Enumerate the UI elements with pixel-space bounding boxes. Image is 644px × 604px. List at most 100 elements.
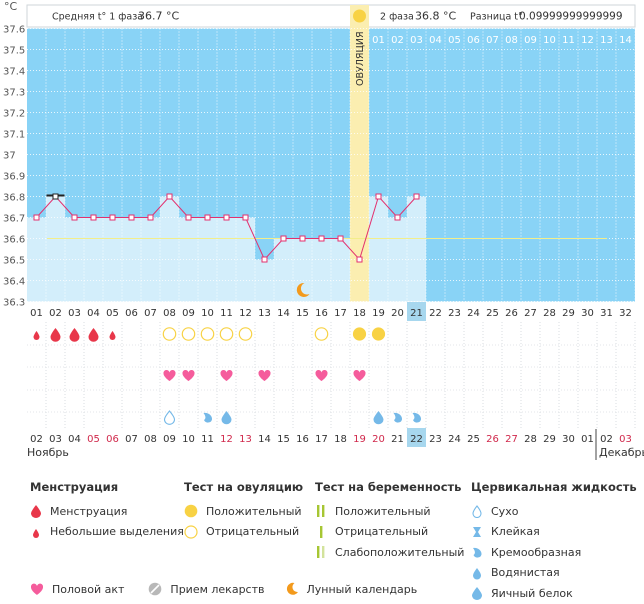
- cycle-day-label: 15: [296, 308, 309, 319]
- calendar-date-label: 24: [448, 434, 461, 445]
- y-tick-label: 36.4: [3, 277, 25, 288]
- diff-label: Разница t°: [470, 12, 523, 23]
- legend-label: Водянистая: [491, 566, 560, 580]
- cycle-day-label: 23: [448, 308, 461, 319]
- ovulation-test-negative: [162, 327, 177, 341]
- cycle-day-label: 19: [372, 308, 385, 319]
- legend-bottom: Половой акт Прием лекарств Лунный календ…: [30, 579, 417, 600]
- intercourse-heart: [258, 369, 271, 381]
- calendar-date-label: 22: [410, 434, 423, 445]
- ovulation-test-negative: [314, 327, 329, 341]
- pregnancy-positive-icon: [317, 505, 325, 518]
- phase2-day-label: 06: [467, 35, 480, 46]
- creamy-drop-icon: [473, 548, 482, 558]
- y-tick-label: 37.5: [3, 46, 25, 57]
- temperature-point: [394, 214, 401, 221]
- legend-ovulation-test: Тест на овуляцию Положительный Отрицател…: [184, 480, 303, 542]
- cycle-day-label: 17: [334, 308, 347, 319]
- y-tick-label: 36.6: [3, 235, 25, 246]
- header-bar: [26, 4, 636, 28]
- legend-label: Отрицательный: [206, 525, 300, 539]
- intercourse-heart: [353, 369, 366, 381]
- moon-icon: [286, 583, 298, 596]
- temperature-bar: [369, 196, 388, 302]
- calendar-date-label: 07: [125, 434, 138, 445]
- cycle-day-label: 32: [619, 308, 632, 319]
- intercourse-heart: [220, 369, 233, 381]
- cycle-day-label: 07: [144, 308, 157, 319]
- calendar-date-label: 12: [220, 434, 233, 445]
- temperature-point: [128, 214, 135, 221]
- legend-label: Небольшие выделения: [50, 525, 184, 539]
- cycle-day-label: 16: [315, 308, 328, 319]
- phase2-day-label: 04: [429, 35, 442, 46]
- phase1-value: 36.7 °C: [138, 10, 179, 23]
- calendar-date-label: 20: [372, 434, 385, 445]
- temperature-point: [375, 193, 382, 200]
- legend-label: Клейкая: [491, 525, 540, 539]
- legend-label: Слабоположительный: [335, 545, 465, 559]
- legend-title: Менструация: [30, 480, 119, 494]
- temperature-point: [204, 214, 211, 221]
- phase2-day-label: 01: [372, 35, 385, 46]
- today-highlight: [407, 302, 426, 321]
- cycle-day-label: 26: [505, 308, 518, 319]
- cycle-day-label: 29: [562, 308, 575, 319]
- legend-label: Сухо: [491, 504, 519, 518]
- legend-label: Отрицательный: [335, 525, 429, 539]
- pregnancy-negative-icon: [320, 525, 323, 538]
- temperature-point: [318, 235, 325, 242]
- temperature-point: [280, 235, 287, 242]
- cycle-day-label: 10: [201, 308, 214, 319]
- intercourse-heart: [315, 369, 328, 381]
- positive-test-icon: [184, 504, 198, 518]
- calendar-date-label: 23: [429, 434, 442, 445]
- phase2-day-label: 07: [486, 35, 499, 46]
- temperature-bar: [46, 196, 65, 302]
- temperature-point: [33, 214, 40, 221]
- y-tick-label: 37.4: [3, 67, 25, 78]
- cervical-egg-white-drop: [373, 411, 384, 425]
- calendar-date-label: 08: [144, 434, 157, 445]
- calendar-date-label: 17: [315, 434, 328, 445]
- menstruation-light-drop: [109, 331, 116, 340]
- temperature-point: [71, 214, 78, 221]
- y-tick-label: 37.2: [3, 109, 25, 120]
- phase2-day-label: 12: [581, 35, 594, 46]
- menstruation-drop: [69, 328, 80, 342]
- y-tick-label: 37.3: [3, 88, 25, 99]
- ovulation-column: [350, 5, 369, 302]
- temperature-bar: [274, 238, 293, 302]
- ovulation-test-negative: [200, 327, 215, 341]
- phase2-day-label: 05: [448, 35, 461, 46]
- diff-value: 0.09999999999999: [519, 11, 623, 23]
- dry-drop-icon: [472, 505, 482, 519]
- legend-label: Прием лекарств: [170, 582, 265, 596]
- cycle-day-label: 05: [106, 308, 119, 319]
- heart-icon: [30, 583, 44, 595]
- y-tick-label: 37.6: [3, 25, 25, 36]
- calendar-date-label: 04: [68, 434, 81, 445]
- legend-title: Цервикальная жидкость: [471, 480, 637, 494]
- temperature-bar: [160, 196, 179, 302]
- egg-white-drop-icon: [472, 587, 482, 601]
- temperature-bar: [312, 238, 331, 302]
- temperature-point: [223, 214, 230, 221]
- cycle-day-label: 02: [49, 308, 62, 319]
- menstruation-drop: [50, 328, 61, 342]
- today-date-highlight: [407, 428, 426, 447]
- calendar-date-label: 15: [277, 434, 290, 445]
- temperature-point: [52, 193, 59, 200]
- cycle-day-label: 04: [87, 308, 100, 319]
- ovulation-test-negative: [238, 327, 253, 341]
- cycle-day-label: 25: [486, 308, 499, 319]
- temperature-point: [109, 214, 116, 221]
- calendar-date-label: 19: [353, 434, 366, 445]
- calendar-date-label: 02: [600, 434, 613, 445]
- calendar-date-label: 05: [87, 434, 100, 445]
- moon-icon: [296, 282, 310, 297]
- phase2-day-label: 14: [619, 35, 632, 46]
- ovulation-test-positive: [371, 327, 386, 341]
- cycle-day-label: 14: [277, 308, 290, 319]
- cycle-day-label: 18: [353, 308, 366, 319]
